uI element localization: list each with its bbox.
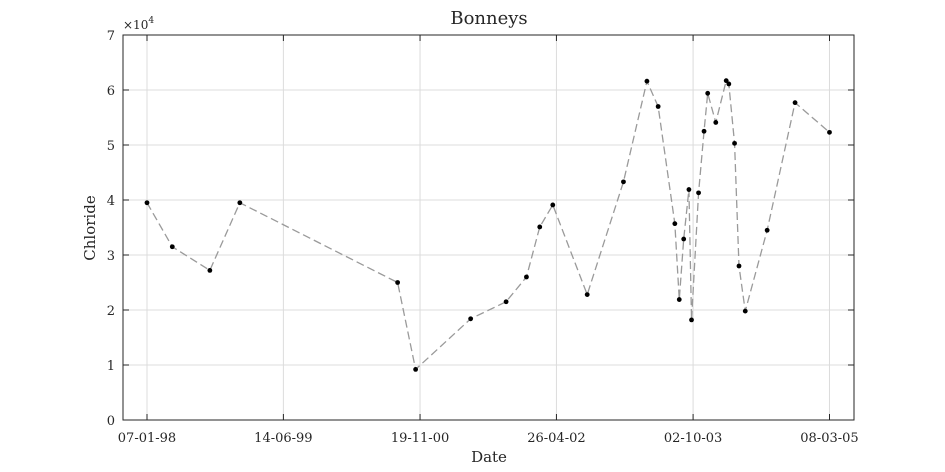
data-point (395, 280, 401, 285)
series-line (146, 79, 830, 371)
data-point (686, 187, 692, 192)
data-point (655, 104, 661, 109)
x-tick-label: 02-10-03 (664, 431, 722, 446)
x-tick-label: 08-03-05 (800, 431, 858, 446)
y-tick-label: 7 (107, 29, 115, 44)
data-point (621, 179, 626, 185)
grid-layer (123, 35, 854, 420)
series-layer (144, 78, 832, 372)
data-point (524, 274, 529, 280)
x-tick-label: 19-11-00 (391, 431, 449, 446)
y-tick-label: 4 (107, 194, 115, 209)
data-point (705, 90, 711, 96)
plot-frame (122, 34, 855, 421)
data-point (792, 100, 798, 106)
data-point (742, 308, 748, 314)
y-exponent-base: ×10 (123, 18, 148, 32)
data-point (713, 120, 719, 125)
data-point (584, 292, 590, 297)
data-point (644, 78, 650, 84)
data-point (676, 297, 682, 302)
data-point (701, 128, 707, 134)
data-point (672, 221, 678, 227)
data-point (723, 78, 729, 84)
x-tick-labels: 07-01-98 14-06-99 19-11-00 26-04-02 02-10-03… (118, 431, 859, 446)
chart-title: Bonneys (450, 8, 527, 29)
tick-layer (123, 34, 854, 421)
data-point (764, 227, 770, 233)
y-exponent-power: 4 (148, 16, 154, 26)
data-point (503, 299, 509, 305)
data-point (468, 316, 474, 322)
data-point (681, 236, 687, 242)
y-tick-label: 2 (107, 304, 115, 319)
data-point (169, 244, 175, 250)
data-point (237, 200, 243, 206)
data-point (696, 190, 701, 196)
data-point (726, 81, 732, 87)
x-axis-title: Date (471, 448, 507, 466)
x-tick-label: 07-01-98 (118, 431, 176, 446)
y-tick-label: 5 (107, 139, 115, 154)
y-axis-exponent: ×104 (123, 16, 154, 32)
data-point (413, 367, 419, 372)
x-tick-label: 26-04-02 (527, 431, 585, 446)
y-tick-label: 6 (107, 84, 115, 99)
data-point (736, 263, 742, 269)
data-point (537, 224, 543, 230)
y-tick-label: 0 (107, 414, 115, 429)
y-tick-labels: 0 1 2 3 4 5 6 7 (107, 29, 115, 429)
data-point (550, 202, 556, 208)
data-point (144, 200, 150, 206)
y-axis-title: Chloride (81, 195, 99, 261)
data-point (689, 317, 694, 323)
y-tick-label: 3 (107, 249, 115, 264)
data-point (732, 140, 737, 146)
data-point (827, 129, 832, 135)
y-tick-label: 1 (107, 359, 115, 374)
x-tick-label: 14-06-99 (254, 431, 312, 446)
data-point (207, 268, 213, 273)
